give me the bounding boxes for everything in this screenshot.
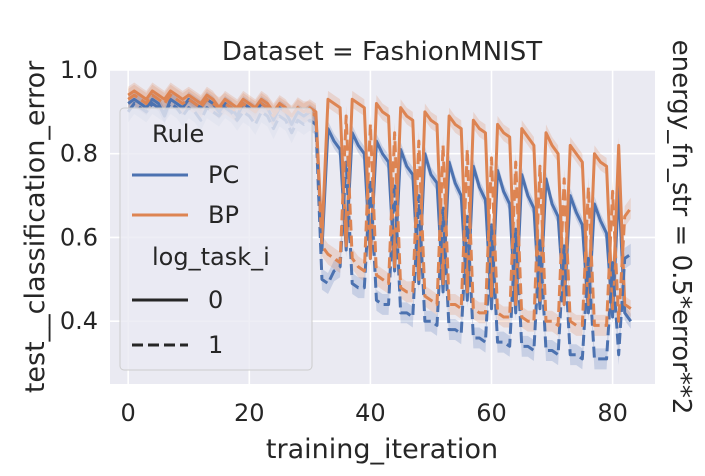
legend-entry-0: 0 xyxy=(208,286,223,314)
legend-entry-bp: BP xyxy=(208,201,239,229)
x-tick-label: 60 xyxy=(476,399,507,427)
series-lines xyxy=(126,89,632,361)
x-tick-labels: 0 20 40 60 80 xyxy=(121,399,628,427)
x-axis-label: training_iteration xyxy=(266,434,498,465)
legend-entry-pc: PC xyxy=(208,161,239,189)
row-facet-label: energy_fn_str = 0.5*error**2 xyxy=(666,40,696,415)
legend-style-title: log_task_i xyxy=(152,243,270,271)
x-tick-label: 0 xyxy=(121,399,136,427)
band-bp-0 xyxy=(128,82,631,318)
chart-title: Dataset = FashionMNIST xyxy=(222,37,542,67)
y-tick-label: 1.0 xyxy=(60,56,98,84)
y-tick-label: 0.8 xyxy=(60,140,98,168)
x-tick-label: 80 xyxy=(597,399,628,427)
y-tick-label: 0.6 xyxy=(60,223,98,251)
y-axis-label: test__classification_error xyxy=(20,60,51,393)
y-tick-labels: 0.4 0.6 0.8 1.0 xyxy=(60,56,98,335)
legend: Rule PC BP log_task_i 0 1 xyxy=(119,107,313,371)
line-bp-0 xyxy=(127,89,632,311)
legend-hue-title: Rule xyxy=(152,120,204,148)
line-bp-1 xyxy=(127,93,632,327)
x-tick-label: 40 xyxy=(355,399,386,427)
y-tick-label: 0.4 xyxy=(60,307,98,335)
x-tick-label: 20 xyxy=(234,399,265,427)
legend-entry-1: 1 xyxy=(208,331,223,359)
line-pc-0 xyxy=(127,97,632,323)
